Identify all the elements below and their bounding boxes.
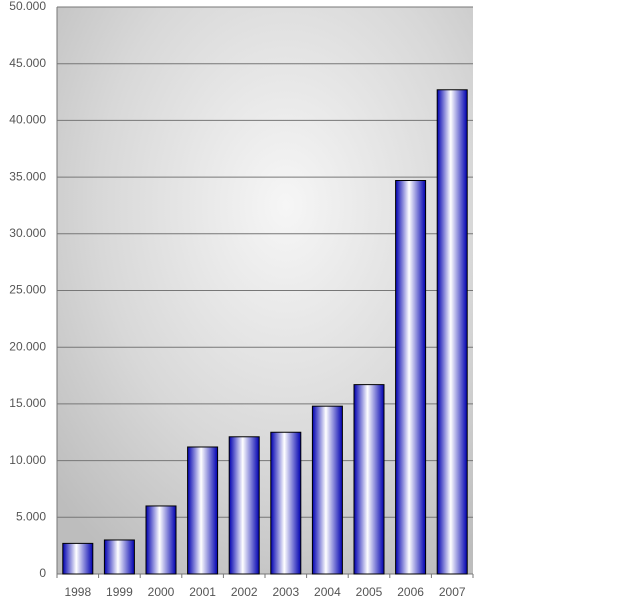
x-tick-label: 2006 [397,585,424,599]
bar [145,505,177,575]
x-tick-label: 2004 [314,585,341,599]
y-tick-label: 45.000 [9,56,46,70]
bar [436,89,468,575]
x-tick-label: 2001 [189,585,216,599]
bar [62,542,94,575]
y-tick-label: 35.000 [9,169,46,183]
bar [228,436,260,575]
x-tick-label: 2002 [231,585,258,599]
y-tick-label: 30.000 [9,226,46,240]
x-tick-label: 2003 [272,585,299,599]
x-tick-label: 2005 [356,585,383,599]
y-tick-label: 15.000 [9,396,46,410]
y-tick-label: 50.000 [9,0,46,13]
y-tick-label: 10.000 [9,453,46,467]
x-tick-label: 1998 [64,585,91,599]
y-tick-label: 20.000 [9,339,46,353]
x-tick-label: 1999 [106,585,133,599]
y-tick-label: 40.000 [9,113,46,127]
y-tick-label: 5.000 [16,509,46,523]
bar [353,384,385,575]
bar [270,431,302,575]
y-tick-label: 0 [39,566,46,580]
bar [311,405,343,575]
bar [103,539,135,575]
y-tick-label: 25.000 [9,283,46,297]
bar [187,446,219,575]
x-tick-label: 2007 [439,585,466,599]
bar [395,180,427,575]
x-tick-label: 2000 [148,585,175,599]
